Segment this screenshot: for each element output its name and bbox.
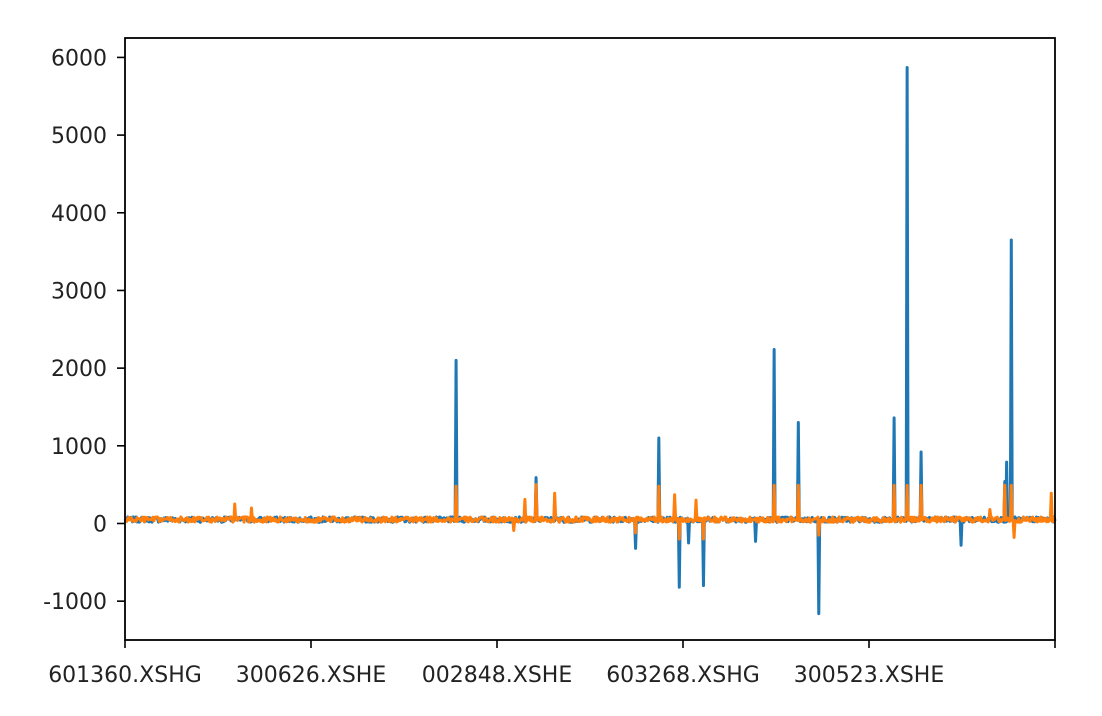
x-tick-label: 603268.XSHG — [606, 663, 760, 688]
y-tick-label: 1000 — [51, 435, 107, 460]
x-tick-label: 300523.XSHE — [794, 663, 944, 688]
y-tick-label: -1000 — [43, 590, 107, 615]
y-tick-label: 0 — [93, 512, 107, 537]
y-tick-label: 2000 — [51, 357, 107, 382]
y-tick-label: 6000 — [51, 46, 107, 71]
series-2-line — [124, 483, 1056, 541]
y-tick-label: 5000 — [51, 124, 107, 149]
y-tick-label: 3000 — [51, 279, 107, 304]
x-axis: 601360.XSHG 300626.XSHE 002848.XSHE 603268.… — [48, 640, 1056, 688]
x-tick-label: 300626.XSHE — [236, 663, 386, 688]
series-lines — [123, 66, 1057, 616]
y-axis: -1000 0 1000 2000 3000 4000 5000 6000 — [43, 46, 125, 615]
x-tick-label: 002848.XSHE — [422, 663, 572, 688]
x-tick-label: 601360.XSHG — [48, 663, 202, 688]
series-1-line — [123, 66, 1057, 616]
y-tick-label: 4000 — [51, 202, 107, 227]
plot-frame — [124, 37, 1056, 641]
